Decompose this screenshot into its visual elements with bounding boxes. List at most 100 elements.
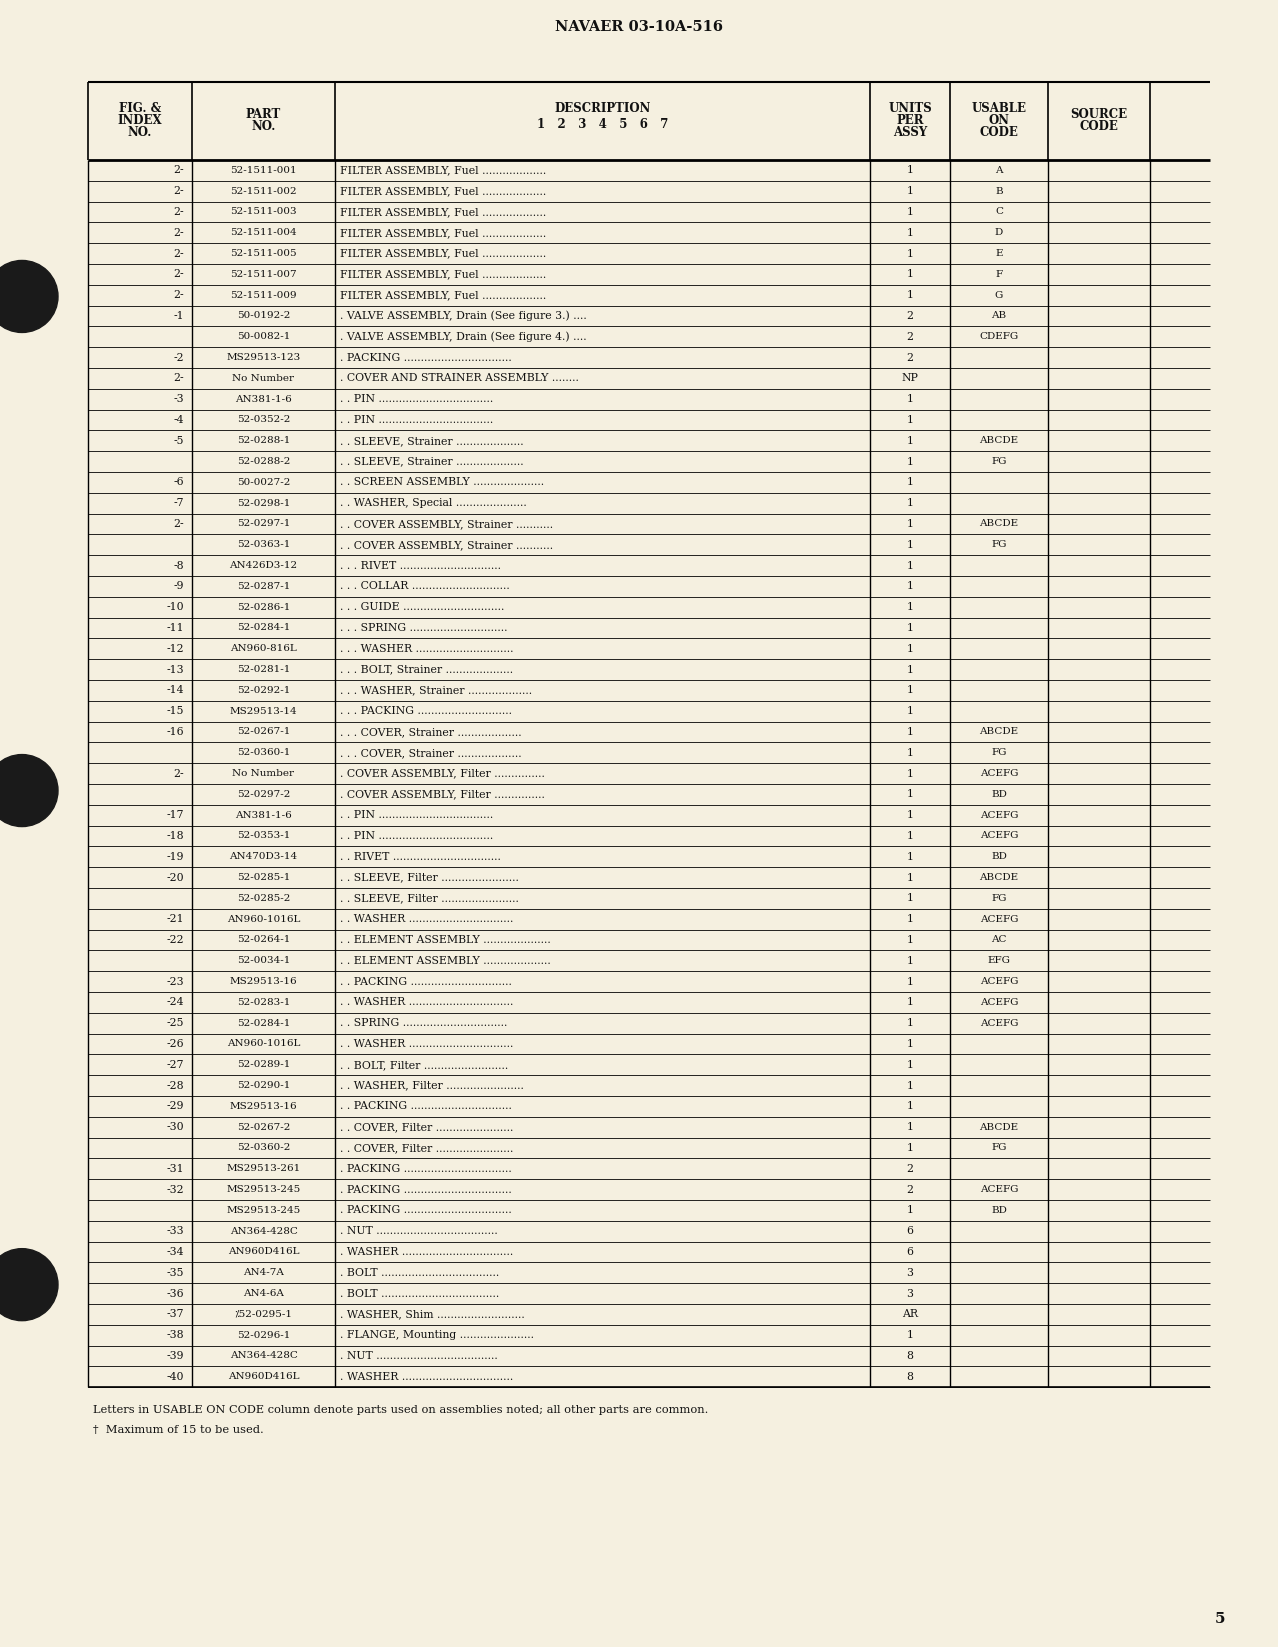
Text: 2-: 2- — [174, 208, 184, 217]
Text: No Number: No Number — [233, 374, 294, 382]
Text: -25: -25 — [166, 1018, 184, 1028]
Text: . VALVE ASSEMBLY, Drain (See figure 3.) ....: . VALVE ASSEMBLY, Drain (See figure 3.) … — [340, 311, 587, 321]
Text: -40: -40 — [166, 1372, 184, 1382]
Text: 6: 6 — [906, 1227, 914, 1237]
Text: FILTER ASSEMBLY, Fuel ...................: FILTER ASSEMBLY, Fuel ..................… — [340, 249, 546, 259]
Text: -32: -32 — [166, 1184, 184, 1194]
Text: 1: 1 — [906, 707, 914, 716]
Text: 1: 1 — [906, 665, 914, 675]
Text: . . . PACKING ............................: . . . PACKING ..........................… — [340, 707, 512, 716]
Text: 1: 1 — [906, 560, 914, 570]
Text: 1: 1 — [906, 810, 914, 820]
Text: -24: -24 — [166, 998, 184, 1008]
Text: . NUT ....................................: . NUT ..................................… — [340, 1227, 497, 1237]
Text: . COVER ASSEMBLY, Filter ...............: . COVER ASSEMBLY, Filter ............... — [340, 789, 544, 799]
Text: NP: NP — [901, 374, 919, 384]
Text: 52-0360-1: 52-0360-1 — [236, 748, 290, 758]
Text: 2: 2 — [906, 1164, 914, 1174]
Text: 52-0281-1: 52-0281-1 — [236, 665, 290, 674]
Text: -30: -30 — [166, 1122, 184, 1131]
Text: . . . WASHER, Strainer ...................: . . . WASHER, Strainer .................… — [340, 685, 532, 695]
Text: 1: 1 — [906, 497, 914, 509]
Text: . . ELEMENT ASSEMBLY ....................: . . ELEMENT ASSEMBLY ...................… — [340, 935, 551, 945]
Text: -8: -8 — [174, 560, 184, 570]
Text: 52-0363-1: 52-0363-1 — [236, 540, 290, 550]
Text: FILTER ASSEMBLY, Fuel ...................: FILTER ASSEMBLY, Fuel ..................… — [340, 227, 546, 237]
Text: 52-0288-1: 52-0288-1 — [236, 436, 290, 445]
Text: FG: FG — [992, 748, 1007, 758]
Text: . WASHER .................................: . WASHER ...............................… — [340, 1372, 514, 1382]
Text: -21: -21 — [166, 914, 184, 924]
Text: 1: 1 — [906, 1039, 914, 1049]
Text: . PACKING ................................: . PACKING ..............................… — [340, 352, 511, 362]
Text: 52-0296-1: 52-0296-1 — [236, 1331, 290, 1339]
Text: 1: 1 — [906, 955, 914, 965]
Text: . . PIN ..................................: . . PIN ................................… — [340, 810, 493, 820]
Text: FILTER ASSEMBLY, Fuel ...................: FILTER ASSEMBLY, Fuel ..................… — [340, 186, 546, 196]
Text: 1: 1 — [906, 935, 914, 945]
Text: ⁒52-0295-1: ⁒52-0295-1 — [234, 1309, 293, 1319]
Text: . . COVER, Filter .......................: . . COVER, Filter ......................… — [340, 1122, 514, 1131]
Text: -23: -23 — [166, 977, 184, 987]
Text: ON: ON — [988, 115, 1010, 127]
Text: -38: -38 — [166, 1331, 184, 1341]
Text: . VALVE ASSEMBLY, Drain (See figure 4.) ....: . VALVE ASSEMBLY, Drain (See figure 4.) … — [340, 331, 587, 343]
Text: 52-1511-007: 52-1511-007 — [230, 270, 296, 278]
Text: -2: -2 — [174, 352, 184, 362]
Text: Letters in USABLE ON CODE column denote parts used on assemblies noted; all othe: Letters in USABLE ON CODE column denote … — [93, 1405, 708, 1415]
Text: FIG. &: FIG. & — [119, 102, 161, 115]
Text: MS29513-16: MS29513-16 — [230, 977, 298, 987]
Text: -18: -18 — [166, 832, 184, 842]
Text: ABCDE: ABCDE — [979, 436, 1019, 445]
Text: AN960-1016L: AN960-1016L — [226, 1039, 300, 1049]
Text: AN960-816L: AN960-816L — [230, 644, 296, 654]
Text: 3: 3 — [906, 1288, 914, 1298]
Text: 1: 1 — [906, 1122, 914, 1131]
Text: AN381-1-6: AN381-1-6 — [235, 395, 291, 404]
Text: 1: 1 — [906, 726, 914, 736]
Text: 2-: 2- — [174, 519, 184, 529]
Text: -28: -28 — [166, 1080, 184, 1090]
Text: 52-0292-1: 52-0292-1 — [236, 685, 290, 695]
Text: . . BOLT, Filter .........................: . . BOLT, Filter .......................… — [340, 1059, 509, 1071]
Text: . . COVER, Filter .......................: . . COVER, Filter ......................… — [340, 1143, 514, 1153]
Text: 1: 1 — [906, 893, 914, 904]
Text: 1   2   3   4   5   6   7: 1 2 3 4 5 6 7 — [537, 119, 668, 132]
Text: 52-0290-1: 52-0290-1 — [236, 1080, 290, 1090]
Text: . . . COVER, Strainer ...................: . . . COVER, Strainer ..................… — [340, 748, 521, 758]
Text: . . PIN ..................................: . . PIN ................................… — [340, 394, 493, 404]
Text: . . PACKING ..............................: . . PACKING ............................… — [340, 977, 512, 987]
Text: -6: -6 — [174, 478, 184, 488]
Text: 52-0267-2: 52-0267-2 — [236, 1123, 290, 1131]
Text: -27: -27 — [166, 1059, 184, 1071]
Text: 52-0298-1: 52-0298-1 — [236, 499, 290, 507]
Text: 52-1511-009: 52-1511-009 — [230, 292, 296, 300]
Text: PART: PART — [245, 109, 281, 122]
Text: -7: -7 — [174, 497, 184, 509]
Text: 1: 1 — [906, 977, 914, 987]
Text: . BOLT ...................................: . BOLT .................................… — [340, 1288, 500, 1298]
Circle shape — [0, 754, 58, 827]
Text: -39: -39 — [166, 1351, 184, 1360]
Text: 8: 8 — [906, 1372, 914, 1382]
Text: . . SLEEVE, Strainer ....................: . . SLEEVE, Strainer ...................… — [340, 436, 524, 446]
Text: . . WASHER ...............................: . . WASHER .............................… — [340, 1039, 514, 1049]
Text: FILTER ASSEMBLY, Fuel ...................: FILTER ASSEMBLY, Fuel ..................… — [340, 270, 546, 280]
Text: -31: -31 — [166, 1164, 184, 1174]
Text: 1: 1 — [906, 1143, 914, 1153]
Text: 52-0287-1: 52-0287-1 — [236, 581, 290, 591]
Text: . . COVER ASSEMBLY, Strainer ...........: . . COVER ASSEMBLY, Strainer ........... — [340, 519, 553, 529]
Text: ACEFG: ACEFG — [980, 832, 1019, 840]
Text: ACEFG: ACEFG — [980, 998, 1019, 1006]
Text: -14: -14 — [166, 685, 184, 695]
Text: A: A — [996, 166, 1003, 175]
Text: INDEX: INDEX — [118, 115, 162, 127]
Text: AN960-1016L: AN960-1016L — [226, 914, 300, 924]
Text: . . SLEEVE, Filter .......................: . . SLEEVE, Filter .....................… — [340, 893, 519, 904]
Text: -20: -20 — [166, 873, 184, 883]
Circle shape — [0, 1248, 58, 1321]
Text: No Number: No Number — [233, 769, 294, 777]
Text: ACEFG: ACEFG — [980, 914, 1019, 924]
Text: 2-: 2- — [174, 290, 184, 300]
Text: 52-0284-1: 52-0284-1 — [236, 1019, 290, 1028]
